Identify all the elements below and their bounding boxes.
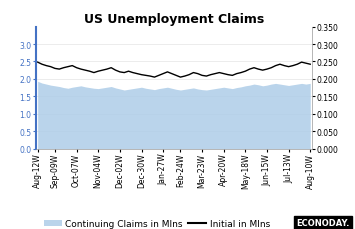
Title: US Unemployment Claims: US Unemployment Claims	[84, 13, 264, 26]
Legend: Continuing Claims in Mlns, Initial in Mlns: Continuing Claims in Mlns, Initial in Ml…	[40, 215, 274, 229]
Text: ECONODAY.: ECONODAY.	[296, 218, 350, 227]
